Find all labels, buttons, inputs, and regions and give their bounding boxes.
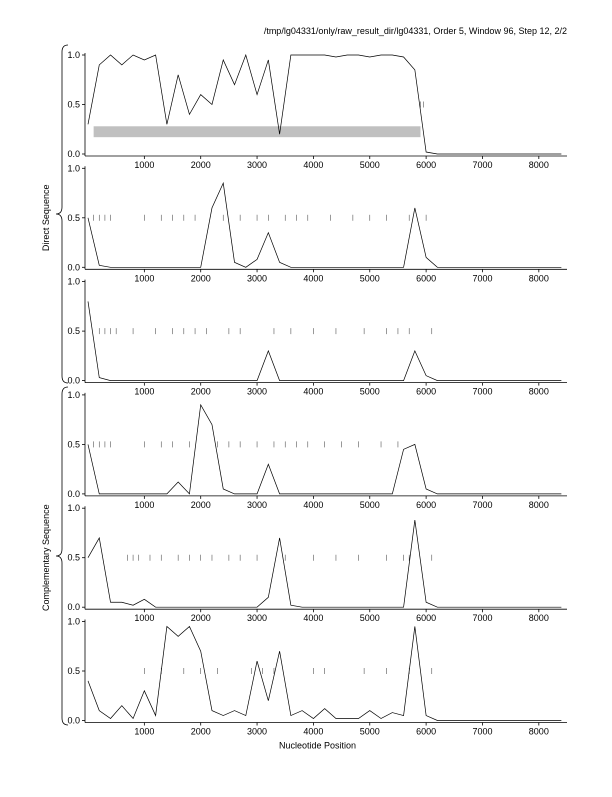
x-tick-label: 1000 [134, 273, 154, 283]
x-axis-label: Nucleotide Position [279, 741, 356, 751]
y-tick-label: 1.0 [67, 503, 80, 513]
x-tick-label: 8000 [529, 613, 549, 623]
y-tick-label: 0.0 [67, 376, 80, 386]
x-tick-label: 5000 [360, 727, 380, 737]
y-tick-label: 1.0 [67, 163, 80, 173]
x-tick-label: 3000 [247, 160, 267, 170]
x-tick-label: 8000 [529, 727, 549, 737]
x-tick-label: 7000 [472, 500, 492, 510]
x-tick-label: 6000 [416, 613, 436, 623]
x-tick-label: 2000 [191, 500, 211, 510]
x-tick-label: 4000 [303, 727, 323, 737]
x-tick-label: 4000 [303, 613, 323, 623]
x-tick-label: 2000 [191, 613, 211, 623]
chart-title: /tmp/lg04331/only/raw_result_dir/lg04331… [264, 26, 567, 36]
x-tick-label: 7000 [472, 387, 492, 397]
x-tick-label: 6000 [416, 273, 436, 283]
x-tick-label: 6000 [416, 500, 436, 510]
highlight-band [93, 126, 421, 138]
y-tick-label: 1.0 [67, 277, 80, 287]
x-tick-label: 4000 [303, 500, 323, 510]
x-tick-label: 6000 [416, 160, 436, 170]
y-axis-label: Direct Sequence [41, 185, 51, 252]
x-tick-label: 5000 [360, 160, 380, 170]
x-tick-label: 6000 [416, 387, 436, 397]
x-tick-label: 1000 [134, 387, 154, 397]
x-tick-label: 5000 [360, 387, 380, 397]
data-line [87, 181, 562, 268]
y-tick-label: 1.0 [67, 617, 80, 627]
x-tick-label: 3000 [247, 500, 267, 510]
y-tick-label: 0.0 [67, 489, 80, 499]
data-line [87, 53, 562, 155]
x-tick-label: 8000 [529, 387, 549, 397]
data-line [87, 301, 562, 381]
x-tick-label: 1000 [134, 160, 154, 170]
data-line [87, 520, 562, 608]
x-tick-label: 5000 [360, 613, 380, 623]
data-line [87, 625, 562, 721]
x-tick-label: 4000 [303, 273, 323, 283]
x-tick-label: 6000 [416, 727, 436, 737]
x-tick-label: 1000 [134, 500, 154, 510]
x-tick-label: 8000 [529, 273, 549, 283]
x-tick-label: 4000 [303, 387, 323, 397]
y-tick-label: 0.5 [67, 326, 80, 336]
x-tick-label: 3000 [247, 613, 267, 623]
x-tick-label: 3000 [247, 387, 267, 397]
x-tick-label: 2000 [191, 160, 211, 170]
y-tick-label: 0.0 [67, 716, 80, 726]
y-tick-label: 1.0 [67, 50, 80, 60]
x-tick-label: 3000 [247, 727, 267, 737]
x-tick-label: 8000 [529, 500, 549, 510]
x-tick-label: 2000 [191, 273, 211, 283]
y-tick-label: 0.0 [67, 602, 80, 612]
x-tick-label: 8000 [529, 160, 549, 170]
data-line [87, 403, 562, 495]
y-tick-label: 0.5 [67, 553, 80, 563]
y-tick-label: 0.5 [67, 213, 80, 223]
x-tick-label: 2000 [191, 387, 211, 397]
y-tick-label: 1.0 [67, 390, 80, 400]
y-tick-label: 0.0 [67, 262, 80, 272]
x-tick-label: 5000 [360, 500, 380, 510]
x-tick-label: 1000 [134, 613, 154, 623]
brace [55, 386, 69, 726]
x-tick-label: 7000 [472, 613, 492, 623]
x-tick-label: 7000 [472, 273, 492, 283]
x-tick-label: 1000 [134, 727, 154, 737]
brace [55, 44, 69, 384]
y-tick-label: 0.5 [67, 100, 80, 110]
x-tick-label: 4000 [303, 160, 323, 170]
x-tick-label: 5000 [360, 273, 380, 283]
y-tick-label: 0.5 [67, 666, 80, 676]
x-tick-label: 2000 [191, 727, 211, 737]
y-tick-label: 0.5 [67, 439, 80, 449]
x-tick-label: 3000 [247, 273, 267, 283]
y-tick-label: 0.0 [67, 149, 80, 159]
x-tick-label: 7000 [472, 160, 492, 170]
y-axis-label: Complementary Sequence [41, 504, 51, 611]
x-tick-label: 7000 [472, 727, 492, 737]
